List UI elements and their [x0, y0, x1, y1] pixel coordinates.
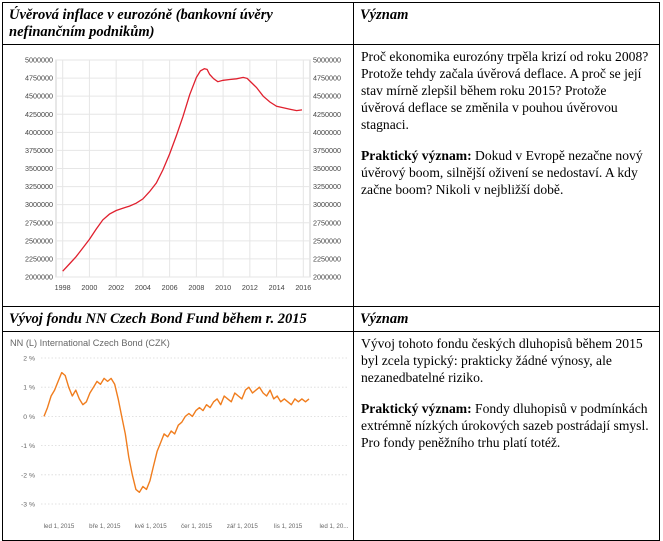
y-tick-label-left: 4250000: [25, 110, 53, 119]
y-tick-label-right: 4000000: [313, 128, 341, 137]
y-tick-label-left: 2750000: [25, 218, 53, 227]
y-tick-label-left: 3750000: [25, 146, 53, 155]
y-tick-label-left: 3250000: [25, 182, 53, 191]
y-tick-label-right: 4500000: [313, 92, 341, 101]
row2-practical-text: Fondy dluhopisů v podmínkách extrémně ní…: [361, 401, 649, 450]
y-tick-label: 1 %: [23, 385, 35, 392]
row1-left-header: Úvěrová inflace v eurozóně (bankovní úvě…: [9, 7, 273, 40]
row2-left-header: Vývoj fondu NN Czech Bond Fund během r. …: [9, 311, 307, 327]
y-tick-label: -3 %: [21, 502, 35, 509]
y-tick-label-left: 3000000: [25, 200, 53, 209]
x-tick-label: zář 1, 2015: [227, 523, 259, 530]
x-tick-label: bře 1, 2015: [89, 523, 121, 530]
y-tick-label-right: 3250000: [313, 182, 341, 191]
y-tick-label-right: 3750000: [313, 146, 341, 155]
row2-paragraph: Vývoj tohoto fondu českých dluhopisů běh…: [361, 336, 643, 385]
x-tick-label: 2016: [295, 283, 311, 292]
y-tick-label-left: 2250000: [25, 254, 53, 263]
y-tick-label-left: 3500000: [25, 164, 53, 173]
x-tick-label: 2004: [135, 283, 151, 292]
y-tick-label-right: 2250000: [313, 254, 341, 263]
y-tick-label-right: 3000000: [313, 200, 341, 209]
row1-practical-paragraph: Praktický význam: Dokud v Evropě nezačne…: [361, 147, 652, 198]
x-tick-label: 2010: [215, 283, 231, 292]
y-tick-label-right: 4250000: [313, 110, 341, 119]
row1-text-cell: Proč ekonomika eurozóny trpěla krizí od …: [353, 44, 660, 307]
x-tick-label: kvě 1, 2015: [135, 523, 168, 530]
x-tick-label: led 1, 20...: [320, 523, 349, 530]
x-tick-label: 2012: [242, 283, 258, 292]
y-tick-label: -1 %: [21, 443, 35, 450]
y-tick-label: 2 %: [23, 356, 35, 363]
y-tick-label-left: 4000000: [25, 128, 53, 137]
x-tick-label: 1998: [55, 283, 71, 292]
y-tick-label-right: 2000000: [313, 273, 341, 282]
y-tick-label-left: 2000000: [25, 273, 53, 282]
y-tick-label-left: 4750000: [25, 74, 53, 83]
credit-inflation-chart: 2000000 2000000 2250000 2250000 2500000 25000…: [25, 56, 341, 293]
row1-practical-text: Dokud v Evropě nezačne nový úvěrový boom…: [361, 148, 643, 197]
chart-title: NN (L) International Czech Bond (CZK): [10, 338, 170, 348]
row1-paragraph: Proč ekonomika eurozóny trpěla krizí od …: [361, 49, 649, 132]
row1-right-header-cell: Význam: [353, 2, 660, 45]
fund-series-line: [43, 371, 310, 493]
row2-left-header-cell: Vývoj fondu NN Czech Bond Fund během r. …: [2, 306, 354, 332]
y-tick-label-left: 2500000: [25, 236, 53, 245]
x-tick-label: 2006: [162, 283, 178, 292]
y-tick-label-right: 2500000: [313, 236, 341, 245]
y-tick-label-right: 2750000: [313, 218, 341, 227]
bond-fund-chart: NN (L) International Czech Bond (CZK) 2 %…: [10, 338, 349, 530]
row2-text-cell: Vývoj tohoto fondu českých dluhopisů běh…: [353, 331, 660, 541]
x-tick-label: led 1, 2015: [44, 523, 75, 530]
row1-right-header: Význam: [360, 7, 409, 23]
row1-chart-cell: 2000000 2000000 2250000 2250000 2500000 25000…: [2, 44, 354, 307]
credit-series-line: [62, 68, 303, 272]
y-tick-label-right: 5000000: [313, 56, 341, 65]
y-tick-label: 0 %: [23, 414, 35, 421]
y-tick-label-right: 3500000: [313, 164, 341, 173]
row1-left-header-cell: Úvěrová inflace v eurozóně (bankovní úvě…: [2, 2, 354, 45]
y-tick-label: -2 %: [21, 472, 35, 479]
row2-right-header: Význam: [360, 311, 409, 327]
y-tick-label-left: 5000000: [25, 56, 53, 65]
row2-chart-cell: NN (L) International Czech Bond (CZK) 2 %…: [2, 331, 354, 541]
x-tick-label: lis 1, 2015: [274, 523, 303, 530]
y-tick-label-left: 4500000: [25, 92, 53, 101]
x-tick-label: 2008: [188, 283, 204, 292]
row2-right-header-cell: Význam: [353, 306, 660, 332]
x-tick-label: čer 1, 2015: [181, 523, 213, 530]
x-tick-label: 2014: [269, 283, 285, 292]
row2-practical-paragraph: Praktický význam: Fondy dluhopisů v podm…: [361, 400, 652, 451]
y-tick-label-right: 4750000: [313, 74, 341, 83]
row2-practical-label: Praktický význam:: [361, 401, 472, 416]
x-tick-label: 2000: [81, 283, 97, 292]
x-tick-label: 2002: [108, 283, 124, 292]
row1-practical-label: Praktický význam:: [361, 148, 472, 163]
